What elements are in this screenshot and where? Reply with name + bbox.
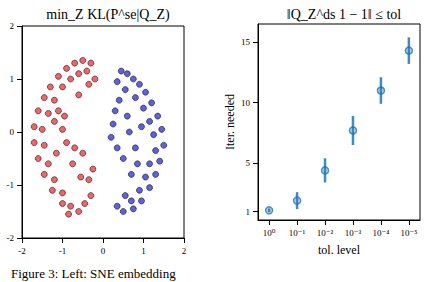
svg-text:min_Z KL(P^se|Q_Z): min_Z KL(P^se|Q_Z) xyxy=(46,7,170,23)
svg-text:15: 15 xyxy=(241,37,251,47)
svg-text:1: 1 xyxy=(246,207,251,217)
svg-text:Figure 3: Left: SNE embedding: Figure 3: Left: SNE embedding xyxy=(11,266,176,281)
svg-text:2: 2 xyxy=(10,21,15,31)
svg-text:1: 1 xyxy=(141,246,146,256)
svg-text:10⁻³: 10⁻³ xyxy=(345,228,362,238)
svg-text:10⁻⁴: 10⁻⁴ xyxy=(372,228,389,238)
svg-text:2: 2 xyxy=(182,246,187,256)
svg-text:10⁻⁵: 10⁻⁵ xyxy=(400,228,417,238)
svg-text:10⁻¹: 10⁻¹ xyxy=(289,228,306,238)
svg-text:Iter. needed: Iter. needed xyxy=(223,94,237,150)
svg-text:1: 1 xyxy=(10,74,15,84)
svg-text:-2: -2 xyxy=(7,233,15,243)
svg-text:tol. level: tol. level xyxy=(318,243,361,257)
svg-text:0: 0 xyxy=(10,127,15,137)
svg-text:0: 0 xyxy=(101,246,106,256)
svg-text:-1: -1 xyxy=(59,246,67,256)
svg-text:10⁰: 10⁰ xyxy=(263,228,276,238)
svg-text:5: 5 xyxy=(246,158,251,168)
svg-text:-2: -2 xyxy=(18,246,26,256)
svg-text:-1: -1 xyxy=(7,180,15,190)
svg-text:10: 10 xyxy=(241,98,251,108)
svg-text:10⁻²: 10⁻² xyxy=(317,228,334,238)
svg-text:‖Q_Z^ds 1 − 1‖ ≤ tol: ‖Q_Z^ds 1 − 1‖ ≤ tol xyxy=(287,7,402,22)
